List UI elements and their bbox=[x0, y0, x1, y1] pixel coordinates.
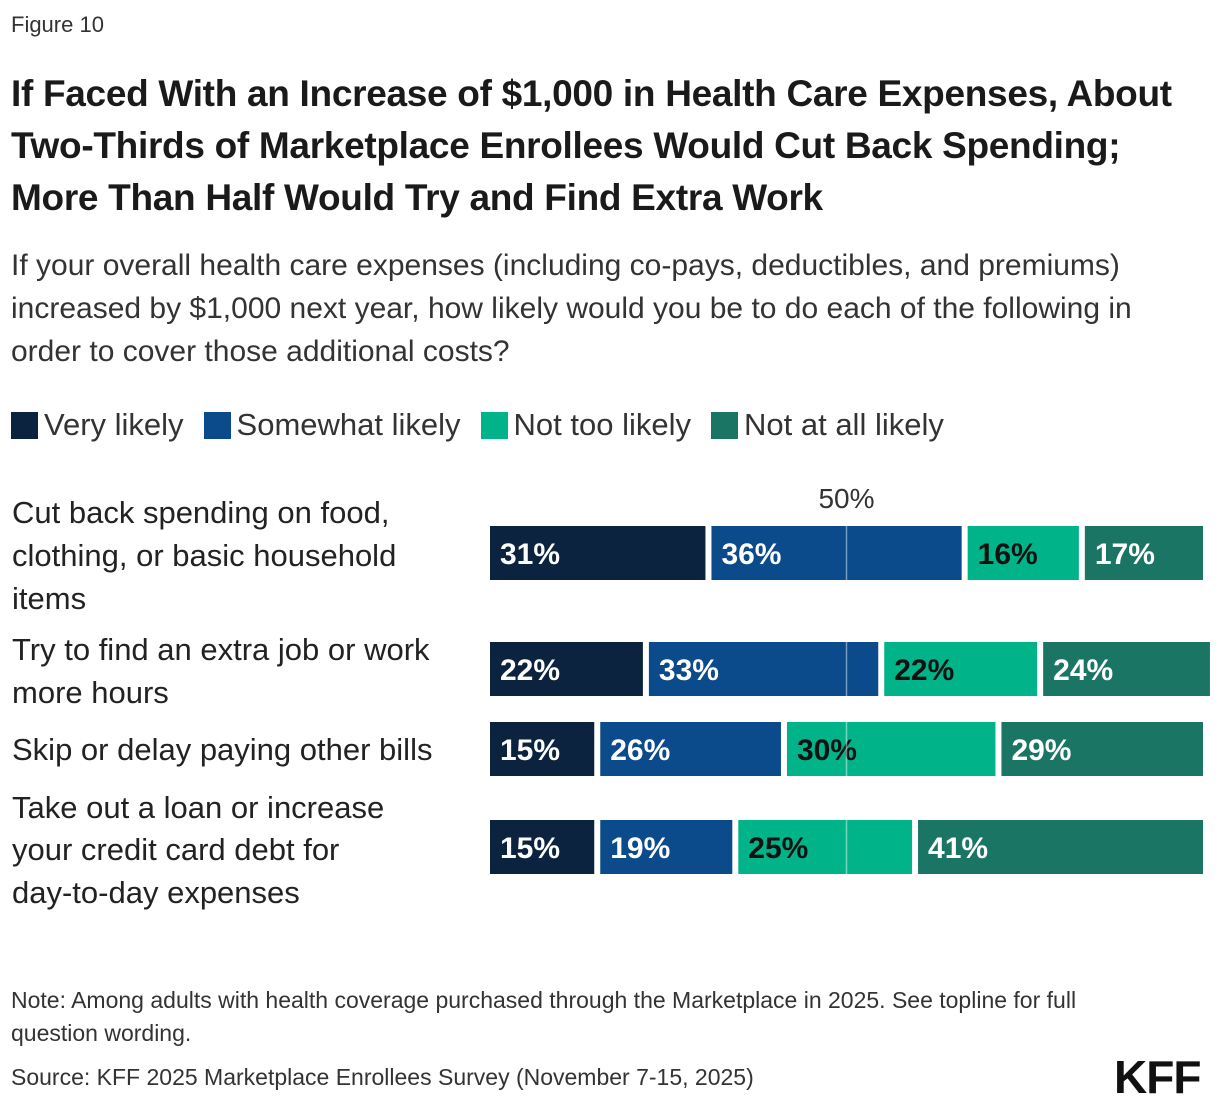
bar-segment bbox=[648, 642, 879, 696]
category-label: Try to find an extra job or work more hou… bbox=[12, 632, 430, 710]
data-label: 33% bbox=[659, 654, 719, 687]
data-label: 36% bbox=[721, 538, 781, 571]
chart-subtitle: If your overall health care expenses (in… bbox=[11, 249, 1132, 368]
data-label: 29% bbox=[1011, 734, 1071, 767]
legend-item-very-likely: Very likely bbox=[11, 407, 184, 443]
bar-segment bbox=[490, 526, 706, 580]
legend-label: Somewhat likely bbox=[236, 407, 461, 442]
bar-segment bbox=[490, 820, 595, 874]
legend-swatch bbox=[203, 411, 231, 439]
data-label: 31% bbox=[500, 538, 560, 571]
data-label: 30% bbox=[797, 734, 857, 767]
bar-segment bbox=[600, 722, 781, 776]
source: Source: KFF 2025 Marketplace Enrollees S… bbox=[11, 1064, 754, 1090]
legend: Very likely Somewhat likely Not too like… bbox=[11, 403, 964, 447]
category-label: Take out a loan or increase your credit c… bbox=[12, 790, 384, 910]
legend-swatch bbox=[480, 411, 508, 439]
bar-segment bbox=[711, 526, 962, 580]
legend-item-somewhat-likely: Somewhat likely bbox=[203, 407, 461, 443]
chart-title: If Faced With an Increase of $1,000 in H… bbox=[11, 73, 1172, 218]
bar-segment bbox=[490, 722, 595, 776]
bar-segment bbox=[600, 820, 733, 874]
data-label: 19% bbox=[610, 832, 670, 865]
legend-label: Very likely bbox=[44, 407, 184, 442]
reference-line-label: 50% bbox=[818, 483, 874, 514]
legend-item-not-too-likely: Not too likely bbox=[480, 407, 691, 443]
data-label: 24% bbox=[1053, 654, 1113, 687]
bar-segment bbox=[738, 820, 913, 874]
figure-label: Figure 10 bbox=[11, 12, 104, 37]
legend-swatch bbox=[11, 411, 38, 439]
bar-segment bbox=[884, 642, 1038, 696]
legend-label: Not at all likely bbox=[744, 407, 944, 442]
category-label: Cut back spending on food, clothing, or b… bbox=[12, 495, 396, 616]
bar-segment bbox=[967, 526, 1079, 580]
bar-segment bbox=[1084, 526, 1203, 580]
bar-segment bbox=[918, 820, 1203, 874]
data-label: 15% bbox=[500, 734, 560, 767]
bar-segment bbox=[1001, 722, 1203, 776]
category-label: Skip or delay paying other bills bbox=[12, 732, 432, 767]
bar-segment bbox=[490, 642, 643, 696]
data-label: 41% bbox=[928, 832, 988, 865]
data-label: 22% bbox=[894, 654, 954, 687]
kff-logo: KFF bbox=[1114, 1051, 1201, 1103]
data-label: 16% bbox=[978, 538, 1038, 571]
bar-segment bbox=[1043, 642, 1210, 696]
data-label: 15% bbox=[500, 832, 560, 865]
legend-item-not-at-all-likely: Not at all likely bbox=[711, 407, 944, 443]
data-label: 26% bbox=[610, 734, 670, 767]
stacked-bar-chart: Cut back spending on food, clothing, or b… bbox=[12, 483, 1210, 910]
bar-segment bbox=[786, 722, 996, 776]
legend-swatch bbox=[711, 411, 738, 439]
data-label: 17% bbox=[1095, 538, 1155, 571]
data-label: 25% bbox=[748, 832, 808, 865]
data-label: 22% bbox=[500, 654, 560, 687]
legend-label: Not too likely bbox=[513, 407, 691, 442]
note: Note: Among adults with health coverage … bbox=[11, 987, 1077, 1046]
